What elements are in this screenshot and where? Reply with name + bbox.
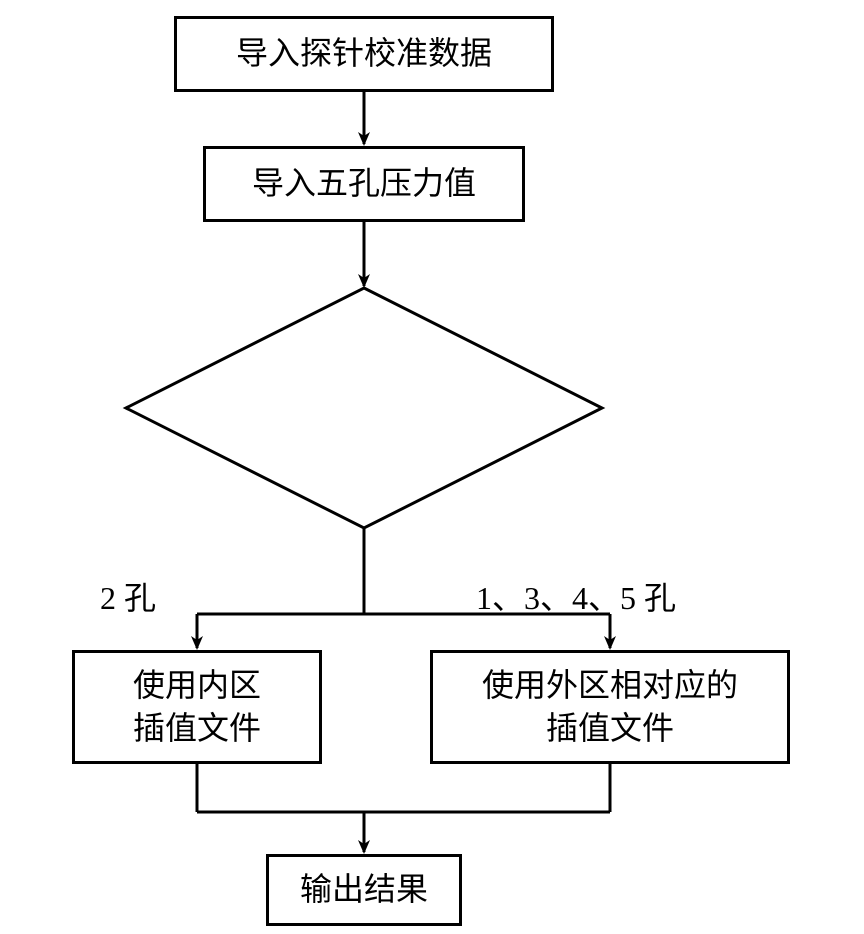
flowchart-canvas: 导入探针校准数据 导入五孔压力值 判断压力最 大孔编号 使用内区 插值文件 使用… — [0, 0, 864, 934]
node-output: 输出结果 — [266, 854, 462, 926]
connectors — [0, 0, 864, 934]
node-label: 导入探针校准数据 — [236, 32, 492, 75]
node-label: 导入五孔压力值 — [252, 162, 476, 205]
node-label: 使用外区相对应的 插值文件 — [482, 664, 738, 750]
node-inner-interp: 使用内区 插值文件 — [72, 650, 322, 764]
node-label: 使用内区 插值文件 — [133, 664, 261, 750]
node-label: 输出结果 — [300, 868, 428, 911]
node-outer-interp: 使用外区相对应的 插值文件 — [430, 650, 790, 764]
edge-label-left: 2 孔 — [100, 573, 156, 619]
node-decision-label-container: 判断压力最 大孔编号 — [236, 368, 492, 448]
node-import-pressure: 导入五孔压力值 — [203, 146, 525, 222]
node-label: 判断压力最 大孔编号 — [284, 365, 444, 451]
node-import-calibration: 导入探针校准数据 — [174, 16, 554, 92]
edge-label-right: 1、3、4、5 孔 — [476, 573, 676, 619]
